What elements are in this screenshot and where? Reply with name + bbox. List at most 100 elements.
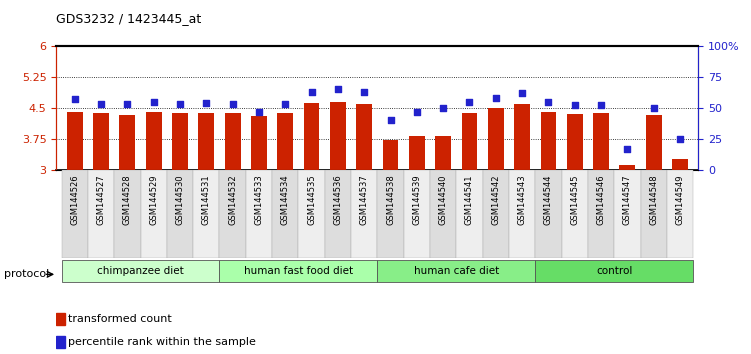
Text: GSM144533: GSM144533 bbox=[255, 174, 264, 225]
Bar bbox=[303, 103, 319, 170]
Bar bbox=[514, 104, 530, 170]
Point bbox=[674, 136, 686, 142]
Bar bbox=[483, 170, 509, 258]
Bar bbox=[535, 260, 693, 282]
Text: GSM144543: GSM144543 bbox=[517, 174, 526, 225]
Bar bbox=[356, 104, 372, 170]
Bar bbox=[93, 113, 109, 170]
Point bbox=[621, 146, 633, 152]
Point bbox=[516, 90, 528, 96]
Point bbox=[122, 102, 134, 107]
Bar bbox=[167, 170, 193, 258]
Point bbox=[595, 103, 607, 108]
Point bbox=[358, 89, 370, 95]
Text: GSM144537: GSM144537 bbox=[360, 174, 369, 225]
Bar bbox=[541, 112, 556, 170]
Bar bbox=[383, 140, 399, 170]
Bar bbox=[277, 113, 293, 170]
Bar bbox=[56, 313, 65, 325]
Text: transformed count: transformed count bbox=[68, 314, 171, 324]
Text: protocol: protocol bbox=[4, 269, 49, 279]
Bar bbox=[509, 170, 535, 258]
Text: GSM144540: GSM144540 bbox=[439, 174, 448, 225]
Bar bbox=[535, 170, 562, 258]
Bar bbox=[667, 170, 693, 258]
Text: GSM144532: GSM144532 bbox=[228, 174, 237, 225]
Bar bbox=[140, 170, 167, 258]
Point bbox=[69, 96, 81, 102]
Bar bbox=[462, 113, 478, 170]
Point bbox=[148, 99, 160, 105]
Bar bbox=[88, 170, 114, 258]
Bar bbox=[378, 170, 404, 258]
Point bbox=[279, 102, 291, 107]
Bar bbox=[67, 112, 83, 170]
Point bbox=[647, 105, 659, 111]
Text: GSM144530: GSM144530 bbox=[176, 174, 185, 225]
Point bbox=[542, 99, 554, 105]
Point bbox=[569, 103, 581, 108]
Bar bbox=[378, 260, 535, 282]
Bar bbox=[324, 170, 351, 258]
Text: GSM144527: GSM144527 bbox=[97, 174, 106, 225]
Text: GSM144541: GSM144541 bbox=[465, 174, 474, 225]
Text: GSM144542: GSM144542 bbox=[491, 174, 500, 225]
Bar bbox=[404, 170, 430, 258]
Text: GSM144531: GSM144531 bbox=[202, 174, 211, 225]
Bar bbox=[62, 170, 88, 258]
Text: GSM144548: GSM144548 bbox=[649, 174, 658, 225]
Text: GSM144528: GSM144528 bbox=[123, 174, 132, 225]
Bar bbox=[246, 170, 272, 258]
Point bbox=[306, 89, 318, 95]
Text: GSM144549: GSM144549 bbox=[675, 174, 684, 225]
Bar bbox=[672, 159, 688, 170]
Text: GSM144546: GSM144546 bbox=[596, 174, 605, 225]
Text: GSM144535: GSM144535 bbox=[307, 174, 316, 225]
Bar bbox=[298, 170, 324, 258]
Point bbox=[463, 99, 475, 105]
Text: GSM144529: GSM144529 bbox=[149, 174, 158, 225]
Bar bbox=[646, 115, 662, 170]
Bar bbox=[198, 113, 214, 170]
Point bbox=[253, 109, 265, 115]
Text: control: control bbox=[596, 266, 632, 276]
Bar bbox=[172, 113, 188, 170]
Text: GSM144544: GSM144544 bbox=[544, 174, 553, 225]
Point bbox=[385, 118, 397, 123]
Point bbox=[411, 109, 423, 115]
Point bbox=[95, 102, 107, 107]
Text: GSM144538: GSM144538 bbox=[386, 174, 395, 225]
Text: GSM144539: GSM144539 bbox=[412, 174, 421, 225]
Bar bbox=[457, 170, 483, 258]
Text: GSM144536: GSM144536 bbox=[333, 174, 342, 225]
Bar bbox=[614, 170, 641, 258]
Bar bbox=[119, 115, 135, 170]
Bar bbox=[219, 170, 246, 258]
Bar bbox=[567, 114, 583, 170]
Point bbox=[437, 105, 449, 111]
Text: GSM144534: GSM144534 bbox=[281, 174, 290, 225]
Point bbox=[174, 102, 186, 107]
Bar bbox=[330, 102, 345, 170]
Bar bbox=[146, 112, 161, 170]
Point bbox=[332, 86, 344, 92]
Text: chimpanzee diet: chimpanzee diet bbox=[97, 266, 184, 276]
Text: percentile rank within the sample: percentile rank within the sample bbox=[68, 337, 255, 347]
Bar bbox=[488, 108, 504, 170]
Bar bbox=[62, 260, 219, 282]
Text: GSM144545: GSM144545 bbox=[570, 174, 579, 225]
Bar bbox=[588, 170, 614, 258]
Bar bbox=[593, 113, 609, 170]
Text: human fast food diet: human fast food diet bbox=[244, 266, 353, 276]
Bar bbox=[251, 116, 267, 170]
Text: GDS3232 / 1423445_at: GDS3232 / 1423445_at bbox=[56, 12, 201, 25]
Point bbox=[490, 95, 502, 101]
Point bbox=[201, 100, 213, 106]
Bar bbox=[219, 260, 378, 282]
Text: human cafe diet: human cafe diet bbox=[414, 266, 499, 276]
Bar bbox=[436, 136, 451, 170]
Bar bbox=[351, 170, 378, 258]
Bar bbox=[272, 170, 298, 258]
Bar bbox=[641, 170, 667, 258]
Point bbox=[227, 102, 239, 107]
